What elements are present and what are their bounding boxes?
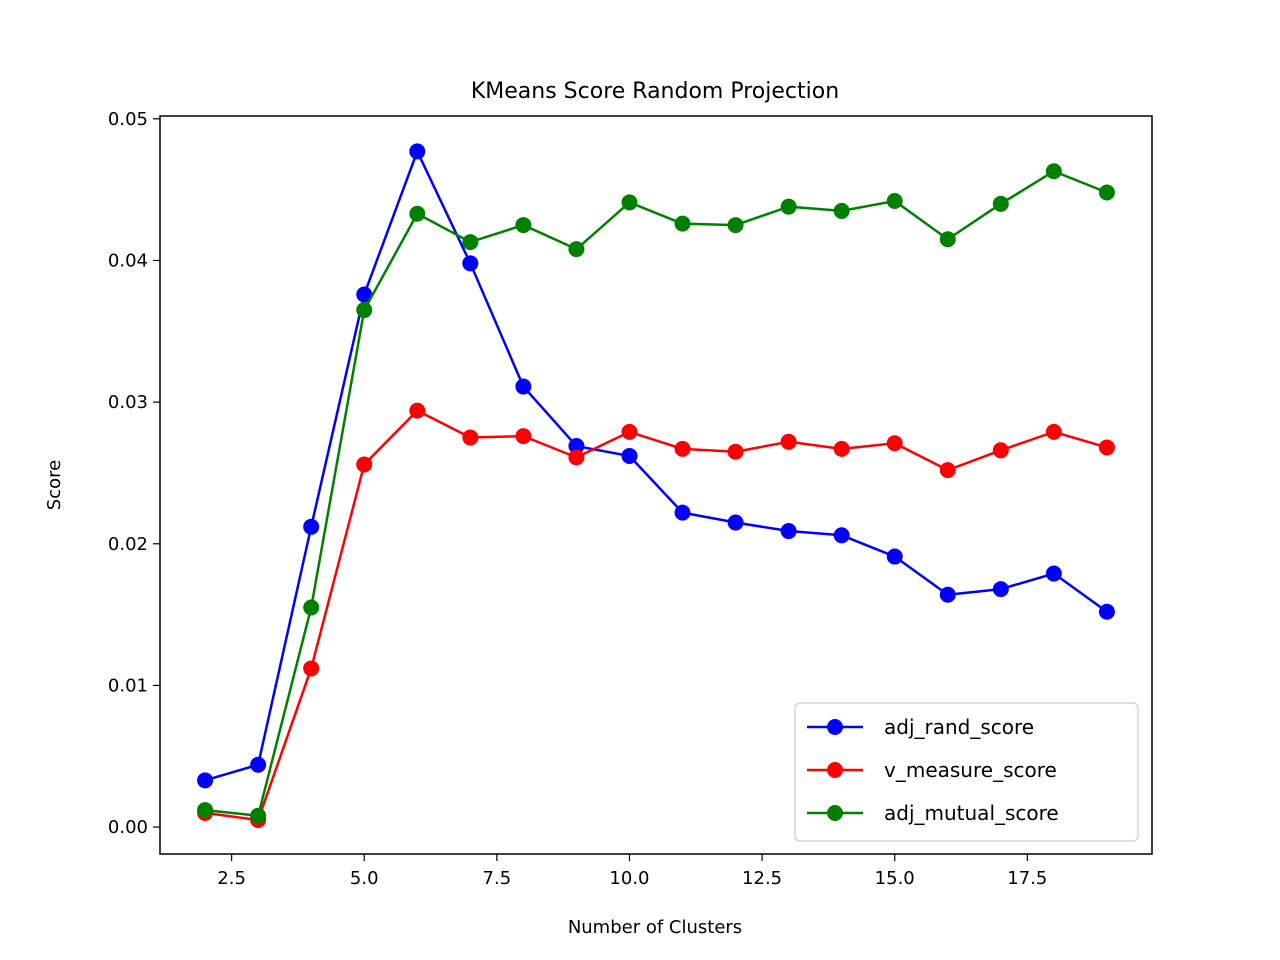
data-point-adj-mutual-score <box>303 599 320 616</box>
data-point-v-measure-score <box>303 660 320 677</box>
data-point-adj-mutual-score <box>1045 163 1062 180</box>
x-tick-label: 7.5 <box>483 868 512 889</box>
data-point-adj-mutual-score <box>356 302 373 319</box>
data-point-v-measure-score <box>833 440 850 457</box>
legend-marker-adj-mutual-score <box>827 805 843 821</box>
data-point-adj-rand-score <box>780 523 797 540</box>
x-tick-label: 5.0 <box>350 868 379 889</box>
data-point-adj-mutual-score <box>886 192 903 209</box>
legend: adj_rand_score v_measure_score adj_mutual_… <box>794 702 1139 842</box>
data-point-v-measure-score <box>1098 439 1115 456</box>
x-tick-label: 10.0 <box>609 868 649 889</box>
data-point-v-measure-score <box>780 433 797 450</box>
legend-label-adj-rand-score: adj_rand_score <box>884 715 1034 739</box>
series-line-adj-rand-score <box>204 150 1108 782</box>
data-point-adj-rand-score <box>1098 603 1115 620</box>
data-point-adj-rand-score <box>1045 565 1062 582</box>
x-tick-label: 12.5 <box>742 868 782 889</box>
y-tick-label: 0.04 <box>108 250 148 271</box>
data-point-adj-mutual-score <box>1098 184 1115 201</box>
x-tick-label: 15.0 <box>875 868 915 889</box>
data-point-v-measure-score <box>1045 423 1062 440</box>
y-tick-label: 0.01 <box>108 675 148 696</box>
series-line-v-measure-score <box>204 409 1108 822</box>
data-point-v-measure-score <box>992 442 1009 459</box>
data-point-adj-mutual-score <box>939 231 956 248</box>
data-point-v-measure-score <box>727 443 744 460</box>
data-point-v-measure-score <box>568 449 585 466</box>
data-point-adj-rand-score <box>356 286 373 303</box>
data-point-adj-mutual-score <box>674 215 691 232</box>
y-tick-label: 0.03 <box>108 392 148 413</box>
data-point-v-measure-score <box>939 462 956 479</box>
data-point-adj-mutual-score <box>992 195 1009 212</box>
data-point-adj-rand-score <box>303 518 320 535</box>
data-point-adj-mutual-score <box>727 217 744 234</box>
data-point-adj-rand-score <box>409 143 426 160</box>
x-tick-label: 17.5 <box>1007 868 1047 889</box>
legend-box <box>794 702 1139 842</box>
data-point-adj-rand-score <box>727 514 744 531</box>
series-line-adj-mutual-score <box>204 169 1108 818</box>
data-point-adj-mutual-score <box>780 198 797 215</box>
data-point-adj-rand-score <box>197 772 214 789</box>
y-tick-label: 0.00 <box>108 817 148 838</box>
data-point-adj-mutual-score <box>833 202 850 219</box>
data-point-adj-mutual-score <box>515 217 532 234</box>
axes-frame <box>159 115 1153 855</box>
data-point-adj-mutual-score <box>250 807 267 824</box>
legend-label-v-measure-score: v_measure_score <box>884 758 1057 782</box>
legend-marker-v-measure-score <box>827 762 843 778</box>
data-point-v-measure-score <box>356 456 373 473</box>
data-point-v-measure-score <box>409 402 426 419</box>
y-axis-label: Score <box>44 460 65 510</box>
legend-marker-adj-rand-score <box>827 719 843 735</box>
legend-label-adj-mutual-score: adj_mutual_score <box>884 801 1059 825</box>
data-point-adj-rand-score <box>462 255 479 272</box>
data-point-adj-rand-score <box>621 447 638 464</box>
data-point-adj-mutual-score <box>462 234 479 251</box>
chart-title: KMeans Score Random Projection <box>471 79 839 104</box>
data-point-adj-rand-score <box>833 527 850 544</box>
data-point-v-measure-score <box>621 423 638 440</box>
data-point-v-measure-score <box>462 429 479 446</box>
data-point-adj-mutual-score <box>409 205 426 222</box>
data-point-adj-mutual-score <box>568 241 585 258</box>
data-point-adj-mutual-score <box>197 802 214 819</box>
data-point-v-measure-score <box>515 428 532 445</box>
data-point-adj-rand-score <box>939 586 956 603</box>
x-tick-label: 2.5 <box>217 868 246 889</box>
data-point-adj-rand-score <box>250 756 267 773</box>
data-point-adj-mutual-score <box>621 194 638 211</box>
data-point-adj-rand-score <box>992 581 1009 598</box>
y-tick-label: 0.02 <box>108 534 148 555</box>
y-tick-label: 0.05 <box>108 109 148 130</box>
data-point-v-measure-score <box>674 440 691 457</box>
data-point-adj-rand-score <box>674 504 691 521</box>
x-axis-label: Number of Clusters <box>568 917 742 938</box>
plot-area: 2.5 5.0 7.5 10.0 12.5 15.0 17.5 0.00 0.01 0.02 0.0… <box>108 109 1153 889</box>
data-point-v-measure-score <box>886 435 903 452</box>
data-point-adj-rand-score <box>515 378 532 395</box>
data-point-adj-rand-score <box>886 548 903 565</box>
data-point-adj-rand-score <box>568 438 585 455</box>
